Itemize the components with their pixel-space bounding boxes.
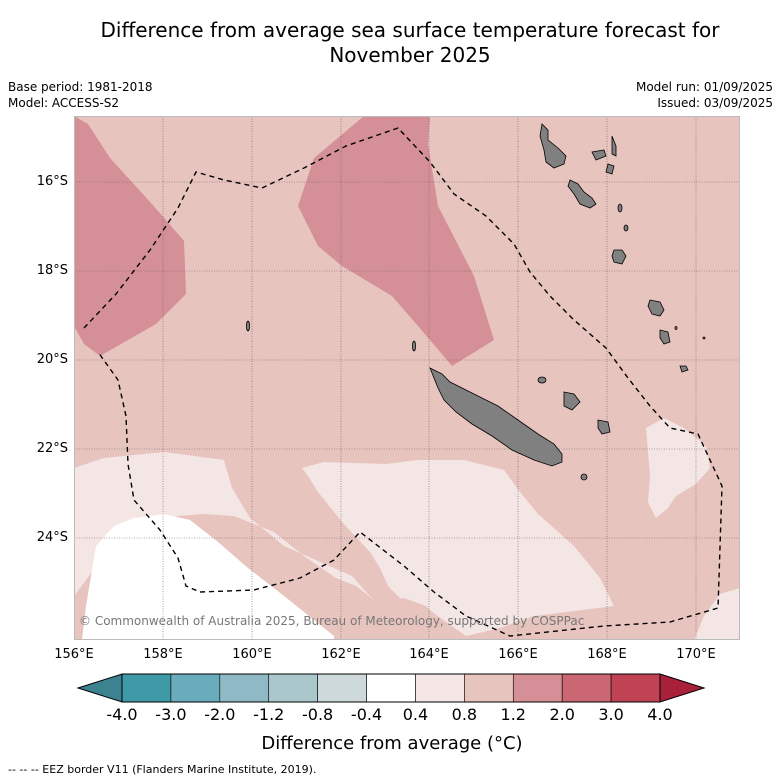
lat-label-16s: 16°S bbox=[36, 174, 68, 189]
island-lifou bbox=[563, 391, 581, 411]
model-name: Model: ACCESS-S2 bbox=[8, 96, 120, 110]
island-loyalty-1 bbox=[537, 376, 547, 384]
colorbar-frame bbox=[121, 673, 661, 703]
colorbar-cell bbox=[121, 673, 172, 703]
island-pentecost bbox=[611, 135, 617, 157]
lon-label-158e: 158°E bbox=[143, 647, 183, 662]
island-mare bbox=[597, 419, 611, 435]
island-efate bbox=[611, 249, 627, 265]
island-pines bbox=[580, 473, 588, 481]
colorbar-cell bbox=[561, 673, 612, 703]
colorbar-cell bbox=[415, 673, 465, 703]
eez-legend-text: -- -- -- EEZ border V11 (Flanders Marine… bbox=[8, 763, 317, 776]
lon-label-170e: 170°E bbox=[676, 647, 716, 662]
island-aneityum bbox=[679, 365, 689, 373]
graticule bbox=[74, 116, 740, 640]
colorbar-tick-label: 0.8 bbox=[451, 705, 478, 724]
island-tanna bbox=[659, 329, 671, 345]
colorbar-cell bbox=[219, 673, 270, 703]
lon-label-166e: 166°E bbox=[498, 647, 538, 662]
lat-label-22s: 22°S bbox=[36, 441, 68, 456]
anomaly-region-1-2-west bbox=[74, 116, 186, 356]
map-frame bbox=[74, 116, 740, 640]
anomaly-region-0-4-se bbox=[694, 588, 740, 640]
meta-right: Model run: 01/09/2025 Issued: 03/09/2025 bbox=[636, 79, 773, 111]
colorbar-cell bbox=[317, 673, 367, 703]
meta-left: Base period: 1981-2018 Model: ACCESS-S2 bbox=[8, 79, 153, 111]
lon-label-156e: 156°E bbox=[54, 647, 94, 662]
island-ambae bbox=[591, 149, 607, 161]
colorbar-tick-label: 1.2 bbox=[500, 705, 526, 724]
lon-label-164e: 164°E bbox=[409, 647, 449, 662]
colorbar-cell bbox=[464, 673, 514, 703]
island-ambrym bbox=[605, 163, 615, 175]
lon-label-168e: 168°E bbox=[587, 647, 627, 662]
sst-anomaly-map bbox=[74, 116, 740, 640]
island-erromango bbox=[647, 299, 665, 317]
model-run: Model run: 01/09/2025 bbox=[635, 80, 773, 94]
island-espiritu-santo bbox=[539, 123, 567, 169]
colorbar-cell bbox=[366, 673, 416, 703]
colorbar-tick-label: 4.0 bbox=[647, 705, 673, 724]
anomaly-region-0-4-east bbox=[646, 418, 710, 518]
island-small-2 bbox=[623, 224, 629, 232]
lat-label-24s: 24°S bbox=[36, 530, 68, 545]
lat-label-20s: 20°S bbox=[36, 352, 68, 367]
copyright-notice: © Commonwealth of Australia 2025, Bureau… bbox=[79, 614, 585, 628]
island-small-4 bbox=[412, 340, 416, 352]
colorbar-label: Difference from average (°C) bbox=[261, 733, 523, 754]
colorbar-tick-label: -0.4 bbox=[350, 705, 383, 724]
island-small-6 bbox=[702, 336, 706, 340]
colorbar-cells bbox=[121, 673, 661, 703]
anomaly-region-0-4-center bbox=[302, 460, 614, 636]
island-malakula bbox=[567, 179, 597, 209]
issued-date: Issued: 03/09/2025 bbox=[657, 96, 773, 110]
land-islands bbox=[246, 123, 706, 481]
colorbar-cell bbox=[610, 673, 661, 703]
island-small-1 bbox=[617, 203, 623, 213]
colorbar-tick-label: -3.0 bbox=[155, 705, 187, 724]
lon-label-160e: 160°E bbox=[232, 647, 272, 662]
lat-label-18s: 18°S bbox=[36, 263, 68, 278]
anomaly-region-0-4-south bbox=[74, 452, 374, 600]
colorbar-tick-label: 2.0 bbox=[549, 705, 575, 724]
new-caledonia-island bbox=[429, 367, 563, 467]
colorbar-tick-label: 0.4 bbox=[402, 705, 429, 724]
eez-border bbox=[83, 127, 723, 637]
colorbar bbox=[76, 673, 706, 703]
colorbar-tick-label: -2.0 bbox=[204, 705, 236, 724]
anomaly-region-0-8-patch bbox=[378, 598, 454, 640]
anomaly-region-0-0-white-sw bbox=[82, 514, 334, 640]
colorbar-tick-label: -4.0 bbox=[106, 705, 138, 724]
colorbar-tick-label: 3.0 bbox=[598, 705, 624, 724]
anomaly-region-1-2-central bbox=[298, 116, 494, 366]
colorbar-under-arrow bbox=[76, 673, 123, 703]
colorbar-cell bbox=[268, 673, 318, 703]
colorbar-tick-label: -1.2 bbox=[253, 705, 285, 724]
colorbar-tick-label: -0.8 bbox=[302, 705, 334, 724]
lon-label-162e: 162°E bbox=[321, 647, 361, 662]
colorbar-over-arrow bbox=[659, 673, 706, 703]
island-small-5 bbox=[674, 326, 678, 330]
chart-title: Difference from average sea surface temp… bbox=[100, 18, 720, 67]
colorbar-cell bbox=[170, 673, 221, 703]
island-small-3 bbox=[246, 320, 250, 332]
base-period: Base period: 1981-2018 bbox=[8, 80, 153, 94]
colorbar-cell bbox=[512, 673, 563, 703]
